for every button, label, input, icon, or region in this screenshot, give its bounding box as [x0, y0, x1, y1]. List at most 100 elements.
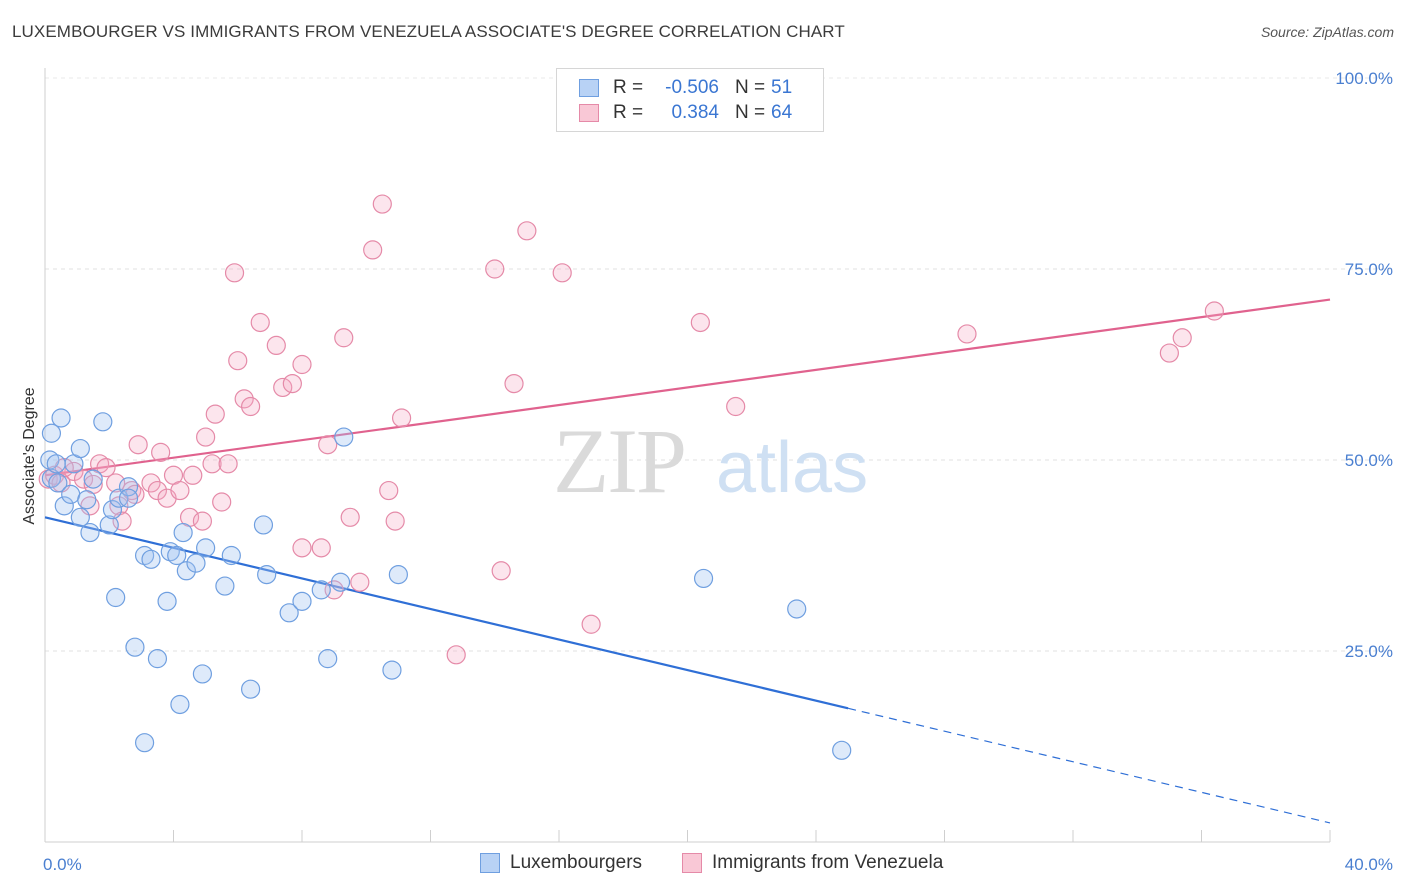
point-venezuela: [517, 221, 537, 241]
r-label: R =: [613, 102, 644, 123]
point-venezuela: [318, 435, 338, 455]
point-venezuela: [446, 645, 466, 665]
point-venezuela: [141, 473, 161, 493]
stats-legend: R = -0.506 N = 51 R = 0.384 N = 64: [556, 68, 824, 132]
point-luxembourgers: [141, 549, 161, 569]
watermark: ZIP atlas: [553, 410, 868, 512]
point-luxembourgers: [215, 576, 235, 596]
point-venezuela: [372, 194, 392, 214]
point-luxembourgers: [106, 587, 126, 608]
legend-row-luxembourgers: R = -0.506 N = 51: [579, 76, 792, 100]
legend-swatch-pink: [682, 853, 702, 873]
point-luxembourgers: [48, 473, 68, 493]
point-venezuela: [1204, 301, 1224, 321]
point-luxembourgers: [80, 522, 100, 543]
point-venezuela: [726, 396, 746, 417]
point-luxembourgers: [787, 599, 807, 619]
point-luxembourgers: [77, 490, 97, 510]
legend-item-luxembourgers[interactable]: Luxembourgers: [480, 852, 642, 874]
y-tick-label: 25.0%: [1345, 642, 1393, 661]
point-venezuela: [273, 377, 293, 398]
point-venezuela: [334, 328, 354, 348]
legend-swatch-blue: [480, 853, 500, 873]
point-venezuela: [311, 538, 331, 558]
point-luxembourgers: [102, 500, 123, 520]
point-luxembourgers: [173, 522, 193, 543]
point-luxembourgers: [241, 679, 261, 699]
point-luxembourgers: [125, 637, 145, 657]
point-venezuela: [202, 454, 222, 474]
point-luxembourgers: [70, 507, 90, 527]
point-luxembourgers: [388, 564, 408, 585]
point-venezuela: [292, 538, 312, 558]
n-label: N =: [735, 102, 766, 123]
point-luxembourgers: [93, 412, 113, 432]
n-value: 51: [771, 77, 793, 98]
chart-title: LUXEMBOURGER VS IMMIGRANTS FROM VENEZUEL…: [12, 22, 845, 41]
point-venezuela: [581, 614, 601, 634]
r-value: -0.506: [665, 77, 719, 98]
point-venezuela: [391, 408, 412, 428]
point-luxembourgers: [157, 591, 177, 611]
point-venezuela: [1172, 328, 1192, 348]
point-luxembourgers: [253, 515, 274, 535]
point-luxembourgers: [318, 649, 338, 669]
point-venezuela: [196, 427, 216, 447]
point-venezuela: [385, 511, 405, 531]
point-venezuela: [224, 263, 245, 283]
n-value: 64: [771, 102, 793, 123]
point-luxembourgers: [334, 427, 354, 447]
point-venezuela: [147, 480, 168, 501]
r-label: R =: [613, 77, 644, 98]
legend-label: Immigrants from Venezuela: [712, 852, 944, 873]
point-venezuela: [282, 374, 302, 394]
trend-line-pink: [44, 298, 1331, 477]
point-venezuela: [340, 507, 360, 527]
point-luxembourgers: [61, 484, 81, 504]
point-venezuela: [73, 469, 94, 489]
source-label: Source: ZipAtlas.com: [1260, 24, 1394, 40]
point-venezuela: [363, 240, 383, 260]
point-venezuela: [128, 435, 148, 455]
point-venezuela: [1159, 343, 1179, 363]
point-luxembourgers: [292, 591, 312, 611]
legend-swatch-blue: [579, 79, 599, 97]
point-luxembourgers: [51, 408, 71, 428]
point-venezuela: [350, 572, 370, 592]
point-luxembourgers: [196, 538, 216, 558]
point-venezuela: [64, 461, 84, 482]
point-luxembourgers: [330, 572, 351, 592]
x-tick-label: 40.0%: [1345, 855, 1393, 874]
y-tick-label: 100.0%: [1335, 69, 1393, 88]
point-luxembourgers: [170, 694, 190, 715]
legend-row-venezuela: R = 0.384 N = 64: [579, 101, 792, 125]
point-luxembourgers: [192, 664, 213, 684]
point-luxembourgers: [311, 580, 331, 600]
point-venezuela: [957, 324, 977, 344]
point-luxembourgers: [693, 568, 714, 589]
x-tick-label: 0.0%: [43, 855, 82, 874]
point-luxembourgers: [832, 740, 852, 760]
point-luxembourgers: [221, 545, 241, 566]
point-luxembourgers: [118, 488, 139, 508]
point-luxembourgers: [99, 515, 119, 535]
point-luxembourgers: [279, 603, 299, 623]
point-venezuela: [170, 480, 190, 501]
point-luxembourgers: [167, 545, 187, 566]
point-venezuela: [234, 389, 254, 409]
point-venezuela: [151, 442, 171, 462]
n-label: N =: [735, 77, 766, 98]
axis-labels: 100.0% 75.0% 50.0% 25.0% 0.0% 40.0% Associate'…: [21, 69, 1393, 874]
point-luxembourgers: [186, 553, 206, 573]
point-venezuela: [379, 480, 399, 501]
point-venezuela: [504, 374, 524, 394]
legend-item-venezuela[interactable]: Immigrants from Venezuela: [682, 852, 943, 874]
y-axis-label: Associate's Degree: [21, 387, 38, 524]
watermark-atlas: atlas: [716, 428, 868, 508]
data-points: [38, 194, 1224, 760]
point-luxembourgers: [176, 561, 196, 581]
trend-line-extension-blue: [847, 707, 1331, 824]
point-venezuela: [552, 263, 572, 283]
point-venezuela: [183, 465, 203, 485]
point-luxembourgers: [70, 438, 90, 459]
